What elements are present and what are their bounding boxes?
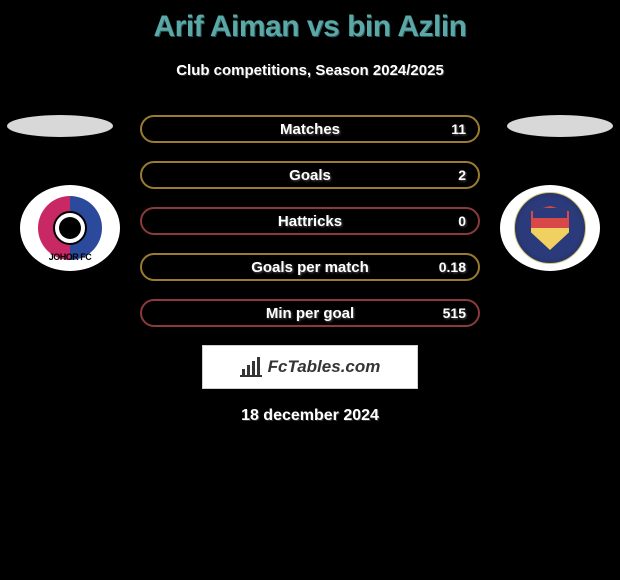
watermark: FcTables.com	[202, 345, 418, 389]
stat-row-goals-per-match: Goals per match 0.18	[140, 253, 480, 281]
comparison-content: JOHOR FC Matches 11 Goals 2 Hattricks 0 …	[0, 115, 620, 425]
shield-icon	[531, 206, 569, 250]
stat-label: Min per goal	[266, 305, 354, 322]
date-label: 18 december 2024	[0, 407, 620, 425]
stat-label: Goals per match	[251, 259, 369, 276]
subtitle: Club competitions, Season 2024/2025	[0, 62, 620, 79]
stat-value: 0	[458, 213, 466, 229]
stat-row-min-per-goal: Min per goal 515	[140, 299, 480, 327]
stat-value: 2	[458, 167, 466, 183]
left-team-name: JOHOR FC	[38, 252, 102, 262]
left-player-oval	[7, 115, 113, 137]
right-team-badge	[500, 185, 600, 271]
stat-row-hattricks: Hattricks 0	[140, 207, 480, 235]
chart-icon	[240, 357, 262, 377]
stat-label: Matches	[280, 121, 340, 138]
page-title: Arif Aiman vs bin Azlin	[0, 0, 620, 44]
stat-value: 11	[451, 121, 466, 137]
badge-center-circle	[53, 211, 87, 245]
right-player-oval	[507, 115, 613, 137]
watermark-text: FcTables.com	[268, 357, 381, 377]
stat-label: Hattricks	[278, 213, 342, 230]
stat-row-goals: Goals 2	[140, 161, 480, 189]
pulau-pinang-logo	[514, 192, 586, 264]
gear-icon	[59, 217, 81, 239]
stat-row-matches: Matches 11	[140, 115, 480, 143]
left-team-badge: JOHOR FC	[20, 185, 120, 271]
stats-column: Matches 11 Goals 2 Hattricks 0 Goals per…	[140, 115, 480, 327]
stat-label: Goals	[289, 167, 331, 184]
johor-fc-logo: JOHOR FC	[38, 196, 102, 260]
stat-value: 0.18	[439, 259, 466, 275]
stat-value: 515	[443, 305, 466, 321]
